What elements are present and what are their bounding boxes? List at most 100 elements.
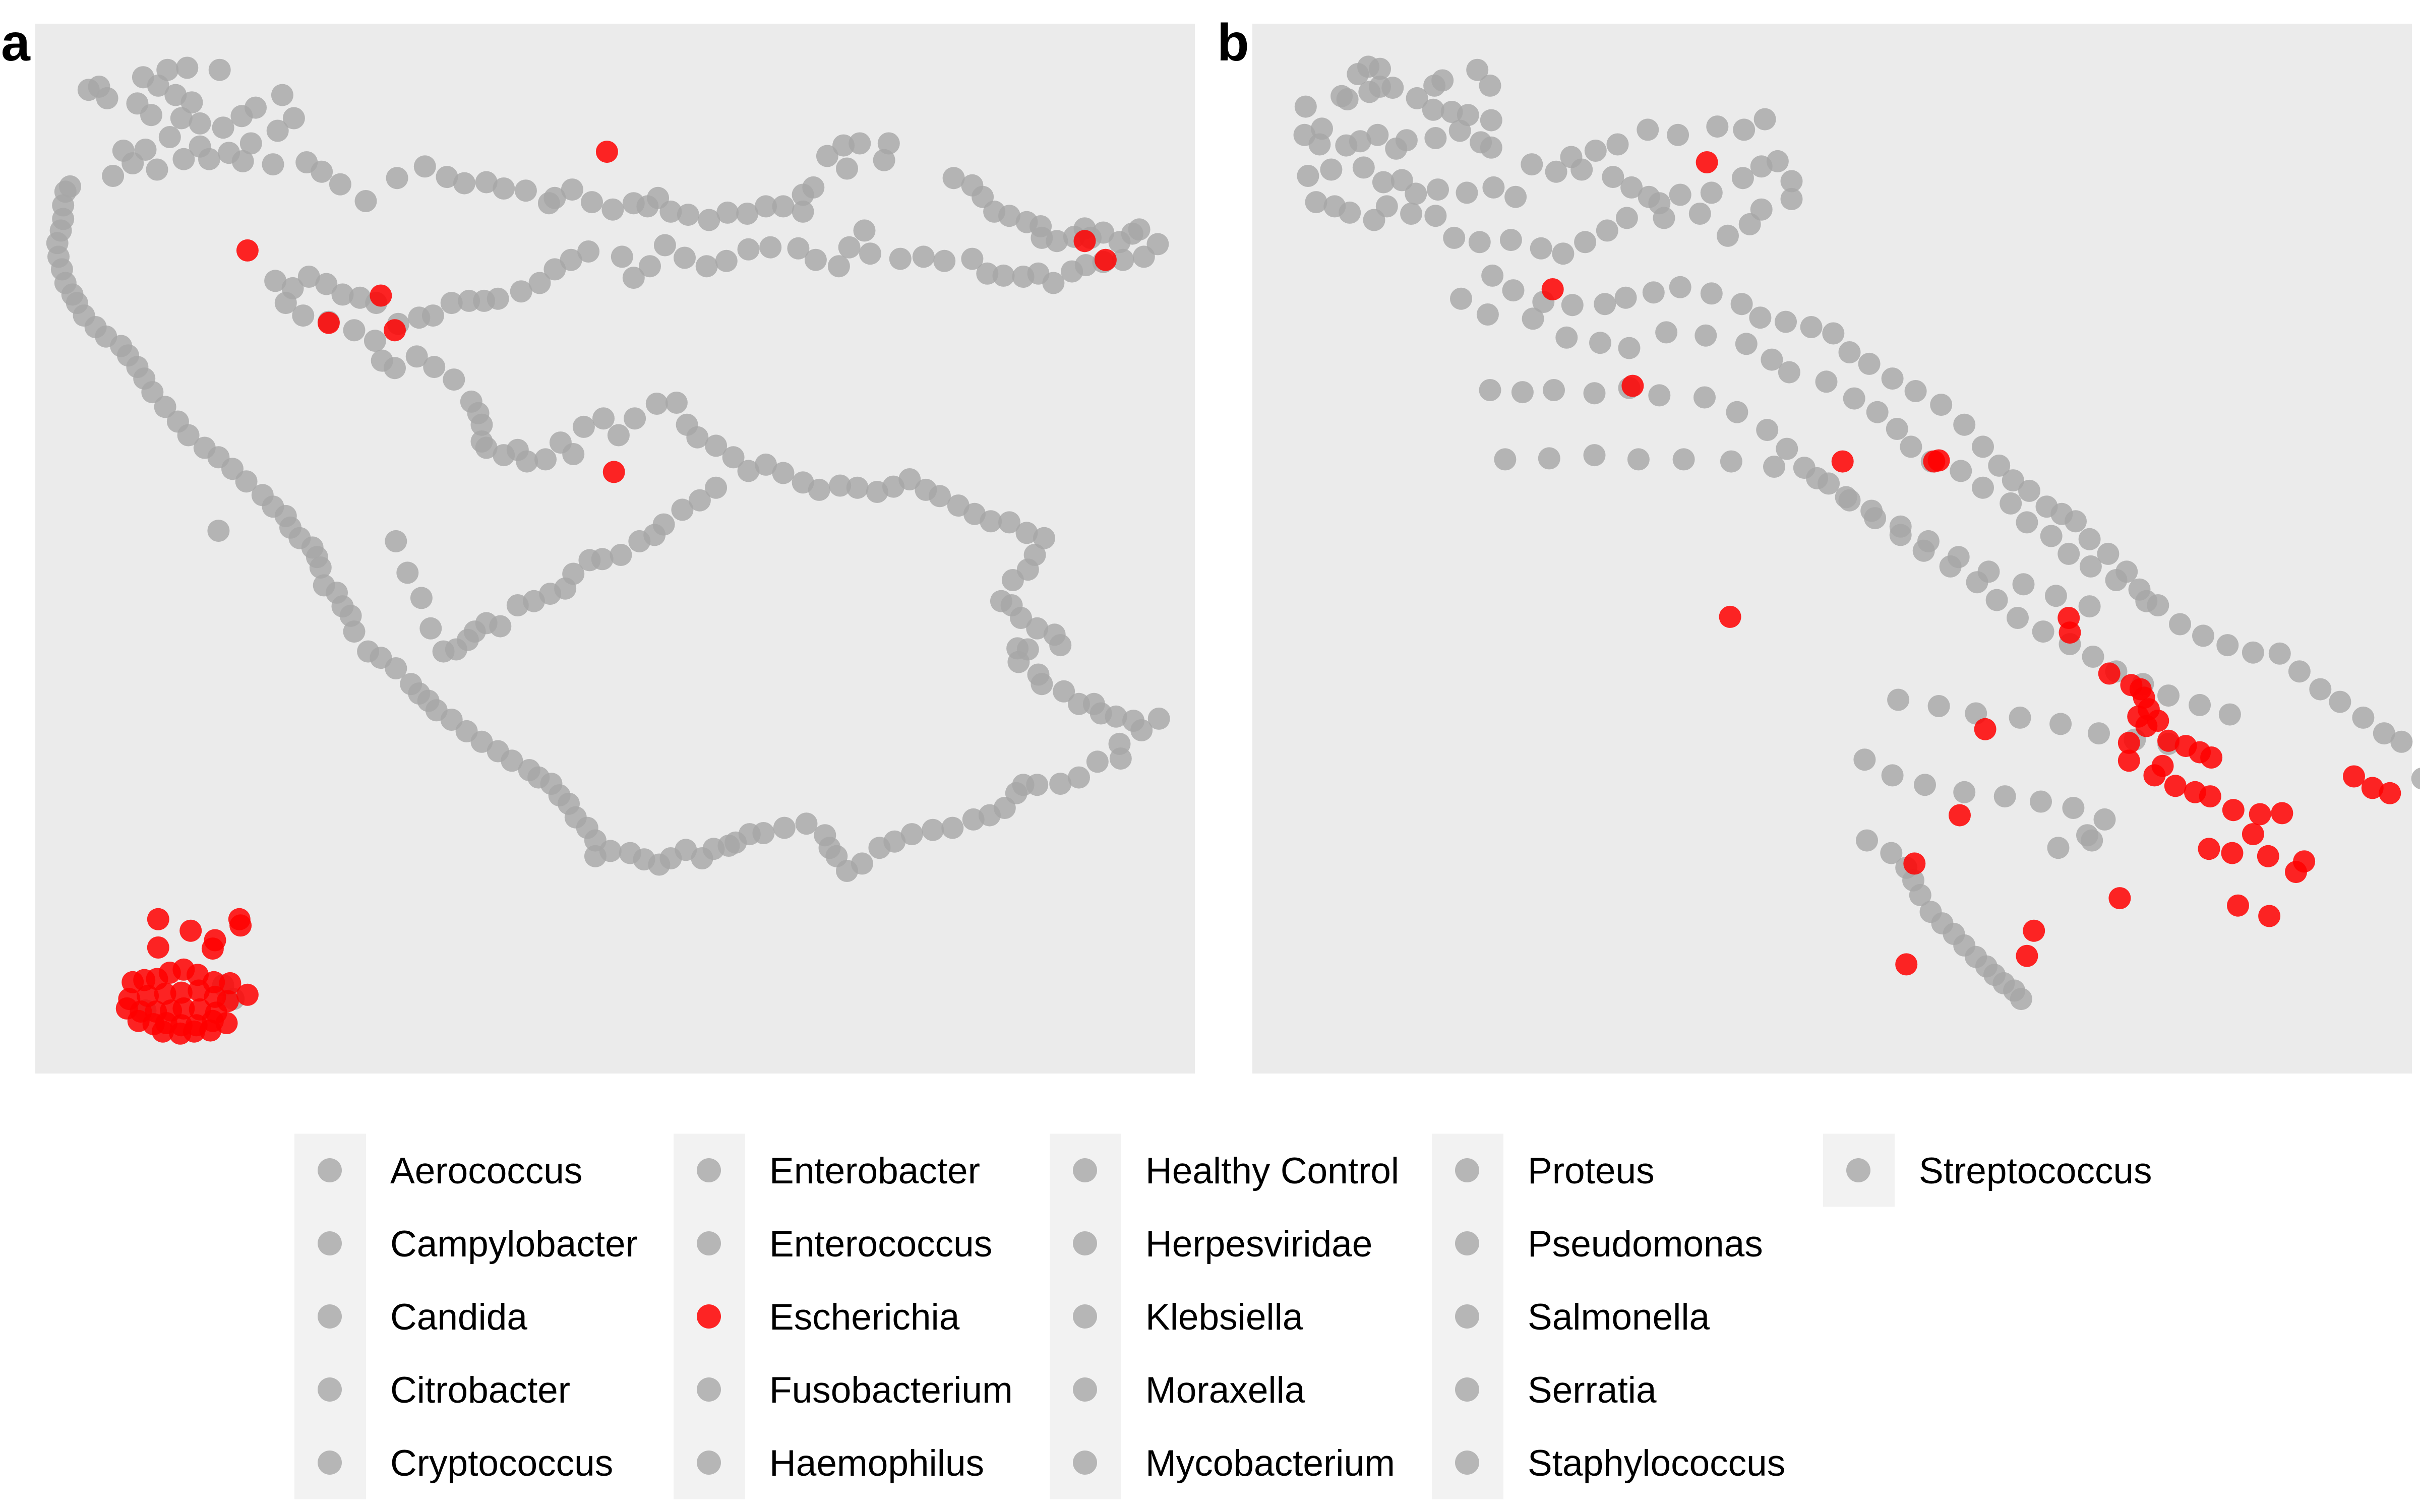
- other-point: [698, 209, 720, 231]
- other-point: [514, 179, 537, 202]
- other-point: [1499, 229, 1522, 251]
- other-point: [659, 200, 682, 223]
- escherichia-point: [2118, 749, 2140, 772]
- other-point: [1481, 264, 1504, 287]
- legend-item-moraxella: Moraxella: [1050, 1353, 1305, 1426]
- legend-item-haemophilus: Haemophilus: [674, 1426, 984, 1499]
- escherichia-point: [317, 311, 340, 334]
- escherichia-point: [2157, 729, 2180, 752]
- other-point: [1606, 133, 1629, 156]
- other-point: [1297, 165, 1319, 187]
- escherichia-point: [2151, 754, 2174, 777]
- other-point: [408, 306, 431, 329]
- other-point: [1448, 119, 1471, 142]
- escherichia-point: [201, 937, 224, 960]
- other-point: [759, 236, 782, 259]
- other-point: [674, 246, 696, 269]
- escherichia-point: [2059, 621, 2081, 644]
- other-point: [804, 248, 827, 271]
- other-point: [591, 548, 614, 571]
- other-point: [1700, 181, 1723, 204]
- other-point: [1511, 381, 1534, 404]
- legend-item-pseudomonas: Pseudomonas: [1432, 1207, 1763, 1280]
- legend-label: Streptococcus: [1919, 1151, 2152, 1191]
- other-point: [1669, 276, 1691, 298]
- other-point: [1972, 435, 1994, 458]
- other-point: [1405, 182, 1427, 205]
- other-point: [1726, 401, 1748, 423]
- other-point: [1406, 87, 1428, 109]
- other-point: [2007, 607, 2029, 629]
- other-point: [274, 292, 297, 314]
- escherichia-point: [147, 936, 169, 959]
- escherichia-point: [152, 1020, 174, 1043]
- other-point: [686, 426, 709, 449]
- other-point: [1132, 245, 1155, 268]
- legend-label: Citrobacter: [390, 1370, 570, 1411]
- other-point: [1947, 546, 1970, 569]
- other-point: [1031, 673, 1053, 696]
- legend-swatch: [1455, 1231, 1479, 1255]
- legend-item-salmonella: Salmonella: [1432, 1280, 1710, 1353]
- other-point: [1930, 394, 1953, 416]
- other-point: [1381, 77, 1404, 99]
- other-point: [1977, 560, 2000, 583]
- other-point: [1366, 123, 1389, 146]
- other-point: [773, 816, 796, 839]
- panel-b: [1252, 24, 2420, 1074]
- other-point: [795, 812, 818, 835]
- escherichia-point: [236, 239, 259, 262]
- other-point: [1294, 95, 1317, 118]
- escherichia-point: [172, 997, 195, 1020]
- other-point: [941, 816, 964, 839]
- other-point: [436, 166, 458, 188]
- other-point: [147, 74, 169, 97]
- other-point: [2216, 634, 2239, 657]
- escherichia-point: [2249, 803, 2271, 826]
- panel-b-background: [1252, 24, 2412, 1074]
- escherichia-point: [1927, 449, 1950, 472]
- other-point: [1555, 326, 1578, 349]
- legend-swatch: [1846, 1158, 1870, 1182]
- other-point: [2030, 790, 2052, 813]
- escherichia-point: [179, 919, 202, 942]
- other-point: [2076, 824, 2098, 847]
- other-point: [1988, 454, 2011, 477]
- other-point: [1561, 294, 1584, 317]
- other-point: [2097, 542, 2120, 565]
- escherichia-point: [370, 284, 392, 307]
- legend-label: Healthy Control: [1145, 1151, 1399, 1191]
- other-point: [1010, 607, 1032, 629]
- other-point: [1012, 266, 1035, 288]
- other-point: [2040, 525, 2063, 547]
- other-point: [1763, 456, 1785, 478]
- other-point: [405, 345, 428, 368]
- other-point: [900, 823, 923, 846]
- other-point: [2058, 542, 2080, 565]
- other-point: [1614, 286, 1637, 309]
- other-point: [384, 357, 406, 380]
- legend-item-aerococcus: Aerococcus: [294, 1133, 582, 1207]
- other-point: [584, 845, 607, 867]
- legend-swatch: [318, 1304, 342, 1329]
- other-point: [1985, 589, 2008, 611]
- other-point: [677, 204, 699, 226]
- escherichia-point: [2222, 799, 2245, 822]
- other-point: [1688, 203, 1711, 225]
- other-point: [873, 149, 895, 171]
- other-point: [1889, 515, 1912, 538]
- other-point: [2390, 730, 2413, 753]
- escherichia-point: [199, 1019, 222, 1042]
- other-point: [385, 530, 407, 552]
- escherichia-point: [1541, 278, 1564, 300]
- legend-label: Serratia: [1528, 1370, 1657, 1411]
- other-point: [827, 255, 850, 278]
- other-point: [1552, 242, 1575, 265]
- other-point: [722, 446, 745, 469]
- escherichia-point: [183, 1020, 206, 1043]
- other-point: [2044, 585, 2067, 607]
- legend-label: Campylobacter: [390, 1224, 638, 1265]
- other-point: [1627, 448, 1650, 471]
- other-point: [1336, 88, 1359, 110]
- other-point: [836, 157, 858, 180]
